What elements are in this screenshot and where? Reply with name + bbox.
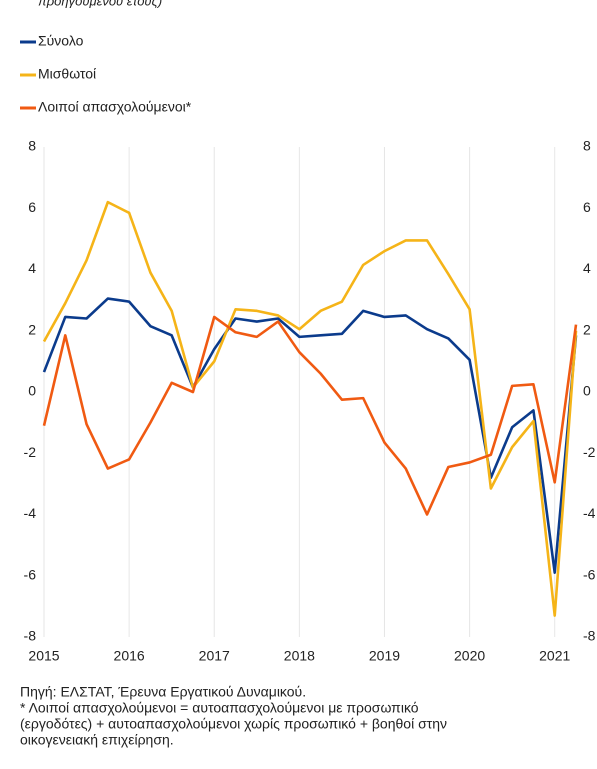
x-tick-label: 2021 [539, 648, 570, 664]
y-tick-label: -6 [24, 566, 37, 582]
y-tick-label: 2 [28, 321, 36, 337]
y-tick-label: 4 [28, 260, 36, 276]
footnote: (εργοδότες) + αυτοαπασχολούμενοι χωρίς π… [20, 716, 447, 732]
footnote: οικογενειακή επιχείρηση. [20, 732, 174, 748]
legend-label: Λοιποί απασχολούμενοι* [38, 99, 192, 115]
x-tick-label: 2020 [454, 648, 485, 664]
footnote: Πηγή: ΕΛΣΤΑΤ, Έρευνα Εργατικού Δυναμικού… [20, 684, 306, 700]
chart-subtitle: προηγούμενου έτους) [38, 0, 162, 8]
footnote: * Λοιποί απασχολούμενοι = αυτοαπασχολούμ… [20, 700, 419, 716]
y2-tick-label: 0 [583, 383, 591, 399]
legend-label: Μισθωτοί [38, 66, 96, 82]
y2-tick-label: -4 [583, 505, 596, 521]
y2-tick-label: -2 [583, 444, 596, 460]
x-tick-label: 2016 [114, 648, 145, 664]
series-line [42, 315, 578, 516]
y-tick-label: 8 [28, 138, 36, 154]
y-tick-label: -2 [24, 444, 37, 460]
y-tick-label: 6 [28, 199, 36, 215]
x-tick-label: 2015 [28, 648, 59, 664]
legend-label: Σύνολο [38, 33, 84, 49]
series-line [42, 200, 578, 617]
y2-tick-label: 6 [583, 199, 591, 215]
x-tick-label: 2018 [284, 648, 315, 664]
y2-tick-label: 4 [583, 260, 591, 276]
x-tick-label: 2019 [369, 648, 400, 664]
y2-tick-label: -6 [583, 566, 596, 582]
y2-tick-label: 8 [583, 138, 591, 154]
y2-tick-label: -8 [583, 628, 596, 644]
x-tick-label: 2017 [199, 648, 230, 664]
y-tick-label: 0 [28, 383, 36, 399]
y2-tick-label: 2 [583, 321, 591, 337]
y-tick-label: -4 [24, 505, 37, 521]
y-tick-label: -8 [24, 628, 37, 644]
